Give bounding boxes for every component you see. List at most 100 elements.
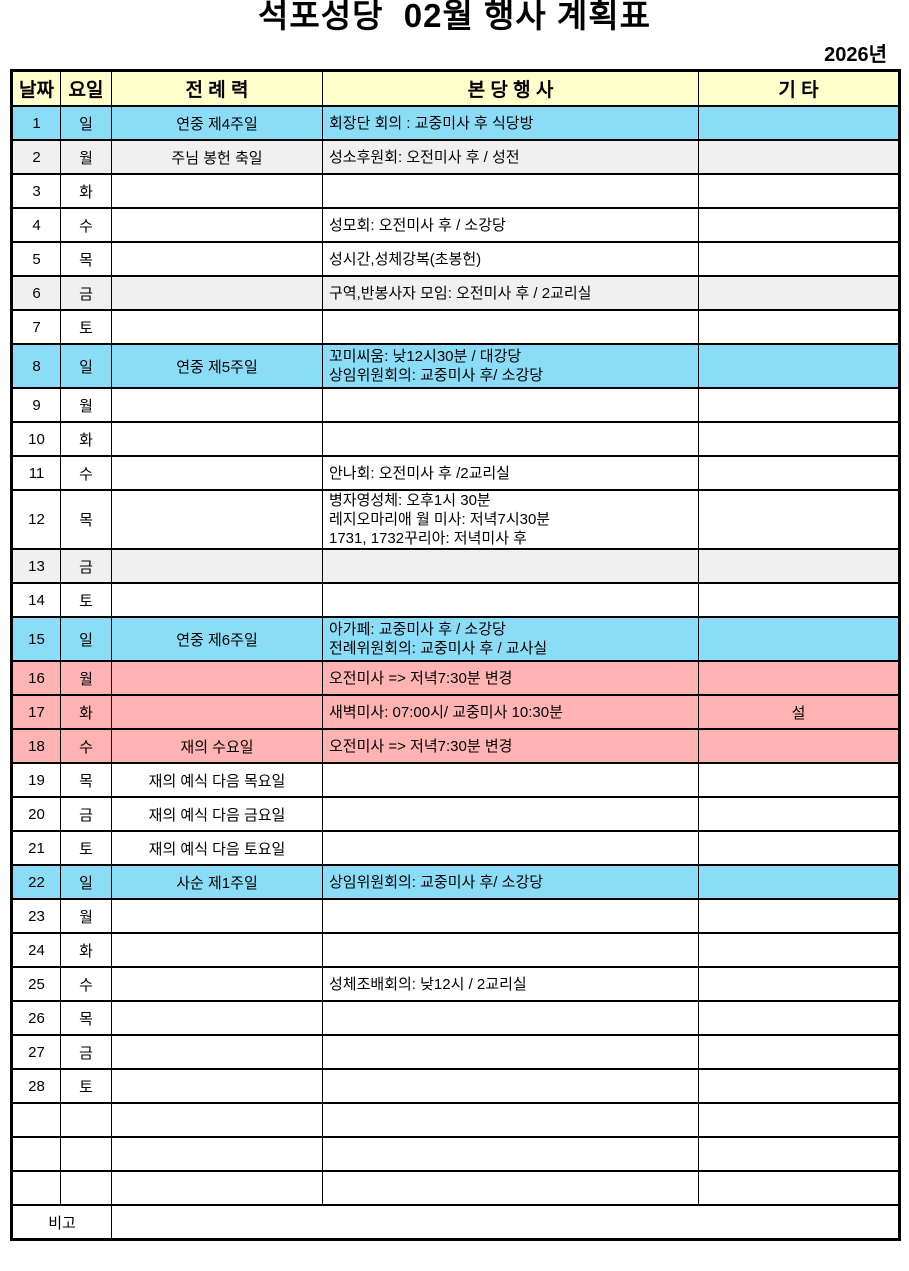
schedule-row-11: 11 수 안나회: 오전미사 후 /2교리실 [11, 455, 900, 491]
schedule-row-13: 13 금 [11, 548, 900, 584]
schedule-row-26: 26 목 [11, 1000, 900, 1036]
day-cell: 금 [60, 1034, 112, 1070]
events-cell [322, 898, 699, 934]
notes-row: 비고 [11, 1204, 900, 1241]
date-cell: 12 [11, 489, 61, 550]
liturgical-cell [111, 1034, 323, 1070]
day-cell: 금 [60, 796, 112, 832]
day-cell: 월 [60, 898, 112, 934]
schedule-row-23: 23 월 [11, 898, 900, 934]
day-cell [60, 1136, 112, 1172]
etc-cell [698, 966, 900, 1002]
events-cell [322, 830, 699, 866]
etc-cell [698, 1034, 900, 1070]
event-line: 레지오마리애 월 미사: 저녁7시30분 [329, 511, 551, 528]
event-line: 상임위원회의: 교중미사 후/ 소강당 [329, 367, 544, 384]
liturgical-cell [111, 932, 323, 968]
event-line: 오전미사 => 저녁7:30분 변경 [329, 669, 513, 687]
events-cell [322, 1136, 699, 1172]
event-line: 오전미사 => 저녁7:30분 변경 [329, 737, 513, 755]
date-cell [11, 1102, 61, 1138]
schedule-row-19: 19 목 재의 예식 다음 목요일 [11, 762, 900, 798]
liturgical-cell [111, 241, 323, 277]
etc-cell [698, 173, 900, 209]
day-cell: 화 [60, 694, 112, 730]
event-line: 성소후원회: 오전미사 후 / 성전 [329, 148, 520, 166]
etc-cell [698, 275, 900, 311]
date-cell: 2 [11, 139, 61, 175]
header-row: 날짜 요일 전 례 력 본 당 행 사 기 타 [11, 69, 900, 107]
date-cell: 18 [11, 728, 61, 764]
date-cell [11, 1170, 61, 1206]
events-cell: 구역,반봉사자 모임: 오전미사 후 / 2교리실 [322, 275, 699, 311]
liturgical-cell [111, 548, 323, 584]
date-cell: 9 [11, 387, 61, 423]
day-cell: 토 [60, 582, 112, 618]
event-line: 회장단 회의 : 교중미사 후 식당방 [329, 114, 534, 132]
events-cell [322, 762, 699, 798]
etc-cell [698, 548, 900, 584]
etc-cell [698, 139, 900, 175]
etc-cell [698, 582, 900, 618]
date-cell: 28 [11, 1068, 61, 1104]
day-cell: 일 [60, 864, 112, 900]
date-cell: 27 [11, 1034, 61, 1070]
day-cell: 토 [60, 830, 112, 866]
liturgical-cell [111, 309, 323, 345]
date-cell: 20 [11, 796, 61, 832]
schedule-row-5: 5 목 성시간,성체강복(초봉헌) [11, 241, 900, 277]
liturgical-cell: 재의 예식 다음 금요일 [111, 796, 323, 832]
column-header-liturgical: 전 례 력 [111, 69, 323, 107]
schedule-row-8: 8 일 연중 제5주일 꼬미씨움: 낮12시30분 / 대강당 상임위원회의: 교중미사… [11, 343, 900, 389]
etc-cell [698, 1102, 900, 1138]
schedule-row-1: 1 일 연중 제4주일 회장단 회의 : 교중미사 후 식당방 [11, 105, 900, 141]
schedule-row-18: 18 수 재의 수요일 오전미사 => 저녁7:30분 변경 [11, 728, 900, 764]
liturgical-cell: 연중 제4주일 [111, 105, 323, 141]
day-cell: 수 [60, 207, 112, 243]
date-cell: 1 [11, 105, 61, 141]
event-line: 병자영성체: 오후1시 30분 [329, 492, 491, 509]
schedule-table: 날짜 요일 전 례 력 본 당 행 사 기 타 1 일 연중 제4주일 회장단 회의 … [10, 69, 901, 1241]
schedule-row-20: 20 금 재의 예식 다음 금요일 [11, 796, 900, 832]
date-cell: 22 [11, 864, 61, 900]
day-cell: 목 [60, 1000, 112, 1036]
date-cell: 4 [11, 207, 61, 243]
etc-cell [698, 421, 900, 457]
liturgical-cell [111, 1170, 323, 1206]
schedule-row-2: 2 월 주님 봉헌 축일 성소후원회: 오전미사 후 / 성전 [11, 139, 900, 175]
liturgical-cell [111, 694, 323, 730]
day-cell: 월 [60, 387, 112, 423]
events-cell [322, 1000, 699, 1036]
events-cell [322, 932, 699, 968]
events-cell: 안나회: 오전미사 후 /2교리실 [322, 455, 699, 491]
liturgical-cell: 사순 제1주일 [111, 864, 323, 900]
notes-label-cell: 비고 [11, 1204, 112, 1241]
date-cell: 19 [11, 762, 61, 798]
events-cell [322, 309, 699, 345]
notes-value-cell [111, 1204, 900, 1241]
day-cell: 토 [60, 1068, 112, 1104]
liturgical-cell [111, 898, 323, 934]
schedule-row-15: 15 일 연중 제6주일 아가페: 교중미사 후 / 소강당 전례위원회의: 교중미사 … [11, 616, 900, 662]
etc-cell [698, 489, 900, 550]
date-cell [11, 1136, 61, 1172]
day-cell: 일 [60, 616, 112, 662]
schedule-row-12: 12 목 병자영성체: 오후1시 30분 레지오마리애 월 미사: 저녁7시30분 17… [11, 489, 900, 550]
schedule-row-empty [11, 1136, 900, 1172]
day-cell: 화 [60, 932, 112, 968]
date-cell: 21 [11, 830, 61, 866]
date-cell: 17 [11, 694, 61, 730]
events-cell: 병자영성체: 오후1시 30분 레지오마리애 월 미사: 저녁7시30분 1731,… [322, 489, 699, 550]
liturgical-cell [111, 1068, 323, 1104]
etc-cell [698, 932, 900, 968]
day-cell: 화 [60, 421, 112, 457]
events-cell: 회장단 회의 : 교중미사 후 식당방 [322, 105, 699, 141]
liturgical-cell [111, 582, 323, 618]
column-header-date: 날짜 [11, 69, 61, 107]
day-cell: 목 [60, 762, 112, 798]
day-cell: 월 [60, 139, 112, 175]
page-title: 석포성당 02월 행사 계획표 [258, 0, 651, 34]
events-cell [322, 1102, 699, 1138]
date-cell: 24 [11, 932, 61, 968]
day-cell: 화 [60, 173, 112, 209]
